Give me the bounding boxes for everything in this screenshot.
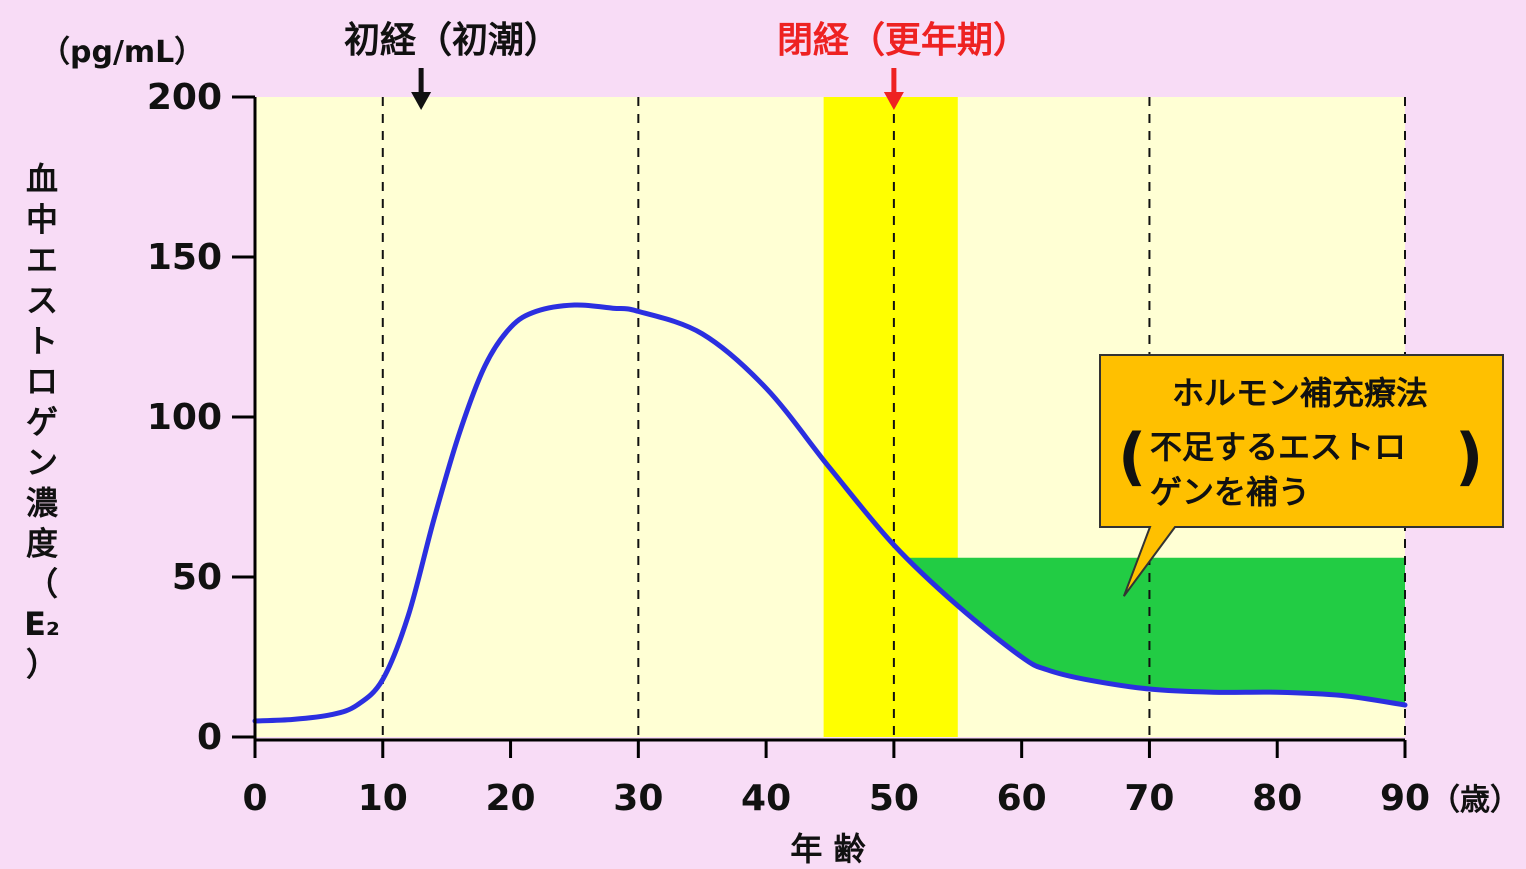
y-axis-title-char: 度 bbox=[26, 525, 58, 563]
y-axis-title-char: ） bbox=[26, 646, 58, 684]
callout-line-2: 不足するエストロ bbox=[1150, 428, 1406, 466]
x-tick-label: 80 bbox=[1252, 778, 1302, 819]
vertical-dashed-lines bbox=[381, 97, 1406, 737]
x-tick-label: 60 bbox=[997, 778, 1047, 819]
y-axis-title-char: 中 bbox=[26, 201, 58, 239]
y-axis-title-char: 血 bbox=[26, 160, 58, 198]
y-axis-title-char: ゲ bbox=[26, 403, 58, 441]
x-tick-label: 0 bbox=[242, 778, 267, 819]
callout-box bbox=[1099, 354, 1504, 597]
x-axis-title: 年 齢 bbox=[790, 830, 865, 865]
annotation-label: 初経（初潮） bbox=[344, 20, 560, 61]
callout-line-1: ホルモン補充療法 bbox=[1172, 374, 1428, 412]
callout-paren-right: ) bbox=[1455, 420, 1483, 493]
annotation-label: 閉経（更年期） bbox=[777, 20, 1029, 61]
callout-line-3: ゲンを補う bbox=[1150, 473, 1310, 511]
y-axis-title-char: エ bbox=[26, 241, 58, 279]
x-tick-label: 40 bbox=[741, 778, 791, 819]
hrt-region bbox=[906, 557, 1405, 705]
y-axis-title-char: ロ bbox=[26, 363, 58, 401]
y-axis-title-char: （ bbox=[26, 565, 58, 603]
y-axis-title-char: 濃 bbox=[26, 484, 59, 522]
y-axis-title-char: ス bbox=[26, 282, 58, 320]
y-axis-title-char: ト bbox=[26, 322, 58, 360]
y-axis-title-char: ン bbox=[26, 444, 58, 482]
annotation-arrow-head bbox=[883, 92, 904, 110]
x-tick-label: 70 bbox=[1124, 778, 1174, 819]
y-tick-label: 50 bbox=[172, 557, 222, 598]
annotation-arrow-head bbox=[411, 92, 432, 110]
callout-paren-left: ( bbox=[1118, 420, 1146, 493]
menopause-band bbox=[823, 97, 958, 737]
y-ticks: 0 50 100 150 200 bbox=[147, 77, 255, 758]
y-tick-label: 0 bbox=[197, 717, 222, 758]
hrt-callout: ホルモン補充療法 ( 不足するエストロ ゲンを補う ) bbox=[1099, 354, 1504, 597]
series-estrogen-line bbox=[252, 302, 1408, 724]
x-tick-label: 50 bbox=[869, 778, 919, 819]
x-tick-label: 30 bbox=[613, 778, 663, 819]
x-tick-label: 20 bbox=[486, 778, 536, 819]
y-tick-label: 200 bbox=[147, 77, 222, 118]
x-tick-label: 10 bbox=[358, 778, 408, 819]
x-ticks: 0 10 20 30 40 50 60 70 80 90 bbox=[242, 740, 1430, 819]
y-axis-title-char: E₂ bbox=[24, 605, 60, 643]
annotations: 初経（初潮） 閉経（更年期） bbox=[344, 20, 1029, 110]
y-tick-label: 150 bbox=[147, 237, 222, 278]
y-unit-label: （pg/mL） bbox=[40, 35, 204, 70]
x-unit-label: （歳） bbox=[1430, 783, 1520, 818]
y-tick-label: 100 bbox=[147, 397, 222, 438]
x-tick-label: 90 bbox=[1380, 778, 1430, 819]
